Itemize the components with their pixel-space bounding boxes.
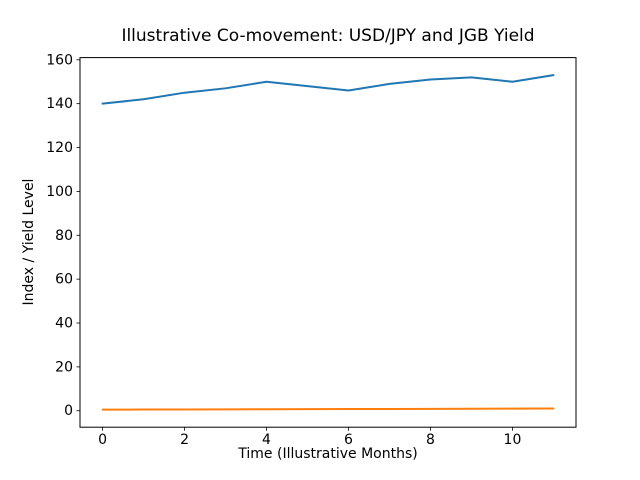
x-tick-label: 10 [504, 432, 522, 448]
axes-frame [79, 57, 577, 428]
x-tick-label: 0 [98, 432, 107, 448]
x-tick-label: 8 [426, 432, 435, 448]
y-tick-label: 160 [46, 52, 73, 68]
y-tick-label: 80 [55, 228, 73, 244]
x-axis-label: Time (Illustrative Months) [238, 446, 418, 462]
x-tick-label: 6 [344, 432, 353, 448]
y-tick-label: 0 [64, 403, 73, 419]
series-line-usdjpy [101, 74, 555, 105]
x-tick-label: 2 [180, 432, 189, 448]
y-axis-label: Index / Yield Level [21, 178, 37, 306]
series-line-jgb-yield [101, 407, 555, 411]
x-tick-label: 4 [262, 432, 271, 448]
y-tick-label: 100 [46, 184, 73, 200]
y-tick-label: 120 [46, 140, 73, 156]
y-tick-label: 140 [46, 96, 73, 112]
y-tick-label: 40 [55, 316, 73, 332]
chart-title: Illustrative Co-movement: USD/JPY and JG… [121, 26, 535, 46]
y-tick-label: 60 [55, 272, 73, 288]
y-tick-label: 20 [55, 359, 73, 375]
